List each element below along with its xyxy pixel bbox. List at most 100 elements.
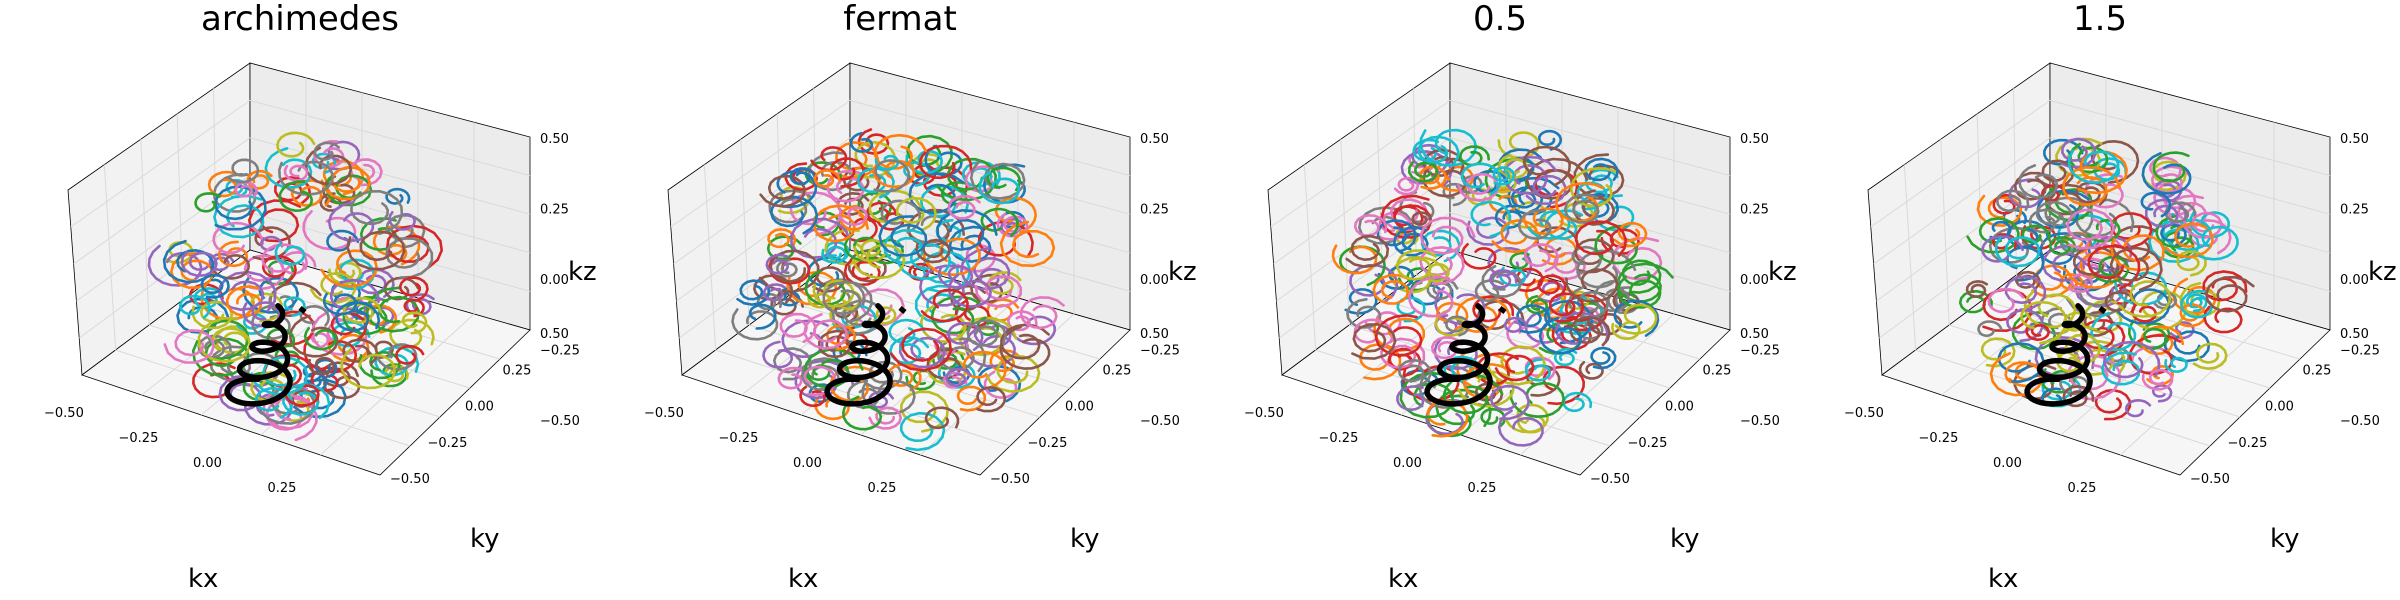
trajectory-line bbox=[1621, 259, 1662, 294]
highlight-stem bbox=[2098, 306, 2107, 314]
trajectory-line bbox=[2044, 196, 2094, 242]
y-tick-label: 0.00 bbox=[1665, 400, 1694, 415]
z-tick-label: 0.25 bbox=[1140, 203, 1169, 218]
trajectory-line bbox=[1417, 135, 1460, 165]
x-axis-label: kx bbox=[788, 564, 818, 594]
z-tick-label: 0.00 bbox=[2340, 273, 2369, 288]
grid-line bbox=[103, 164, 117, 351]
trajectory-line bbox=[1373, 317, 1425, 352]
trajectory-line bbox=[849, 131, 874, 153]
trajectory-line bbox=[2140, 191, 2172, 218]
z-axis-label: kz bbox=[1168, 257, 1197, 287]
trajectory-line bbox=[2118, 280, 2172, 318]
trajectory-line bbox=[1418, 165, 1448, 190]
trajectory-line bbox=[822, 280, 873, 324]
trajectory-line bbox=[193, 287, 221, 309]
trajectory-line bbox=[334, 301, 381, 332]
trajectory-line bbox=[2062, 166, 2122, 206]
x-tick-label: −0.25 bbox=[1319, 431, 1359, 446]
trajectory-line bbox=[2018, 164, 2059, 199]
grid-line bbox=[1382, 299, 1671, 389]
trajectory-line bbox=[1574, 220, 1628, 257]
x-tick-label: 0.25 bbox=[1468, 481, 1497, 496]
trajectory-line bbox=[767, 228, 797, 249]
trajectory-line bbox=[924, 406, 960, 430]
trajectory-line bbox=[1425, 262, 1450, 283]
grid-line bbox=[1949, 324, 2241, 418]
trajectory-line bbox=[1517, 209, 1552, 240]
grid-line bbox=[676, 174, 851, 302]
trajectory-line bbox=[1466, 216, 1510, 246]
trajectory-line bbox=[1563, 193, 1600, 224]
z-tick-label: 0.50 bbox=[1140, 132, 1169, 147]
z-tick-label: −0.50 bbox=[540, 414, 580, 429]
trajectory-line bbox=[1571, 245, 1603, 274]
z-tick-label: −0.25 bbox=[540, 344, 580, 359]
trajectory-line bbox=[261, 243, 309, 273]
grid-line bbox=[741, 265, 907, 396]
x-axis-label: kx bbox=[1388, 564, 1418, 594]
trajectory-line bbox=[908, 172, 964, 215]
trajectory-line bbox=[2203, 305, 2243, 334]
trajectory-line bbox=[821, 245, 847, 264]
trajectory-line bbox=[935, 157, 998, 202]
z-tick-label: 0.50 bbox=[540, 132, 569, 147]
trajectory-line bbox=[278, 180, 314, 213]
trajectory-line bbox=[1397, 358, 1432, 388]
x-tick-label: −0.25 bbox=[719, 431, 759, 446]
chart-title: fermat bbox=[843, 0, 957, 39]
trajectory-line bbox=[1396, 385, 1425, 412]
trajectory-line bbox=[385, 237, 434, 279]
trajectory-line bbox=[1380, 198, 1429, 232]
trajectory-line bbox=[1534, 168, 1579, 209]
grid-line bbox=[670, 99, 851, 228]
trajectory-line bbox=[398, 276, 429, 302]
grid-line bbox=[1870, 99, 2051, 228]
trajectory-line bbox=[212, 172, 257, 213]
trajectory-line bbox=[307, 356, 336, 376]
trajectory-line bbox=[961, 160, 1001, 188]
highlight-trajectory bbox=[824, 303, 893, 407]
trajectory-line bbox=[1353, 213, 1388, 237]
axes-labels: −0.50 −0.25 0.00 0.25 −0.50 −0.25 0.00 0.25 0.50… bbox=[1244, 132, 1797, 594]
trajectory-line bbox=[2179, 303, 2207, 328]
trajectory-line bbox=[1374, 314, 1423, 357]
trajectory-line bbox=[873, 159, 911, 193]
trajectory-line bbox=[983, 370, 1018, 399]
trajectory-line bbox=[878, 215, 928, 257]
trajectory-line bbox=[2179, 289, 2213, 319]
trajectory-line bbox=[1420, 229, 1461, 263]
trajectory-line bbox=[1434, 309, 1466, 337]
grid-line bbox=[78, 212, 251, 339]
grid-line bbox=[1520, 313, 1675, 456]
trajectory-line bbox=[1543, 299, 1594, 345]
trajectory-line bbox=[2109, 234, 2165, 272]
trajectory-line bbox=[948, 225, 992, 263]
trajectory-line bbox=[1459, 145, 1490, 167]
grid-line bbox=[703, 164, 717, 351]
trajectory-line bbox=[1345, 234, 1390, 269]
trajectory-line bbox=[882, 229, 925, 265]
trajectory-line bbox=[769, 195, 819, 235]
trajectory-line bbox=[1614, 303, 1658, 335]
trajectory-line bbox=[813, 169, 841, 188]
trajectory-line bbox=[350, 189, 404, 236]
grid-line bbox=[1270, 99, 1451, 228]
trajectory-line bbox=[841, 395, 883, 431]
trajectory-line bbox=[1537, 274, 1567, 299]
y-tick-label: −0.25 bbox=[1628, 436, 1668, 451]
trajectory-line bbox=[803, 313, 848, 350]
x-tick-label: 0.00 bbox=[793, 456, 822, 471]
trajectory-line bbox=[947, 194, 981, 220]
trajectory-line bbox=[758, 249, 820, 294]
trajectory-line bbox=[768, 189, 813, 224]
trajectory-line bbox=[320, 166, 372, 201]
y-tick-label: 0.25 bbox=[503, 363, 532, 378]
trajectory-line bbox=[330, 311, 368, 341]
trajectory-line bbox=[2109, 246, 2163, 292]
chart-title: archimedes bbox=[201, 0, 399, 39]
trajectory-line bbox=[1590, 346, 1617, 370]
highlight-trajectory bbox=[2024, 303, 2093, 407]
trajectory-line bbox=[2067, 273, 2094, 294]
trajectory-line bbox=[1551, 316, 1592, 351]
